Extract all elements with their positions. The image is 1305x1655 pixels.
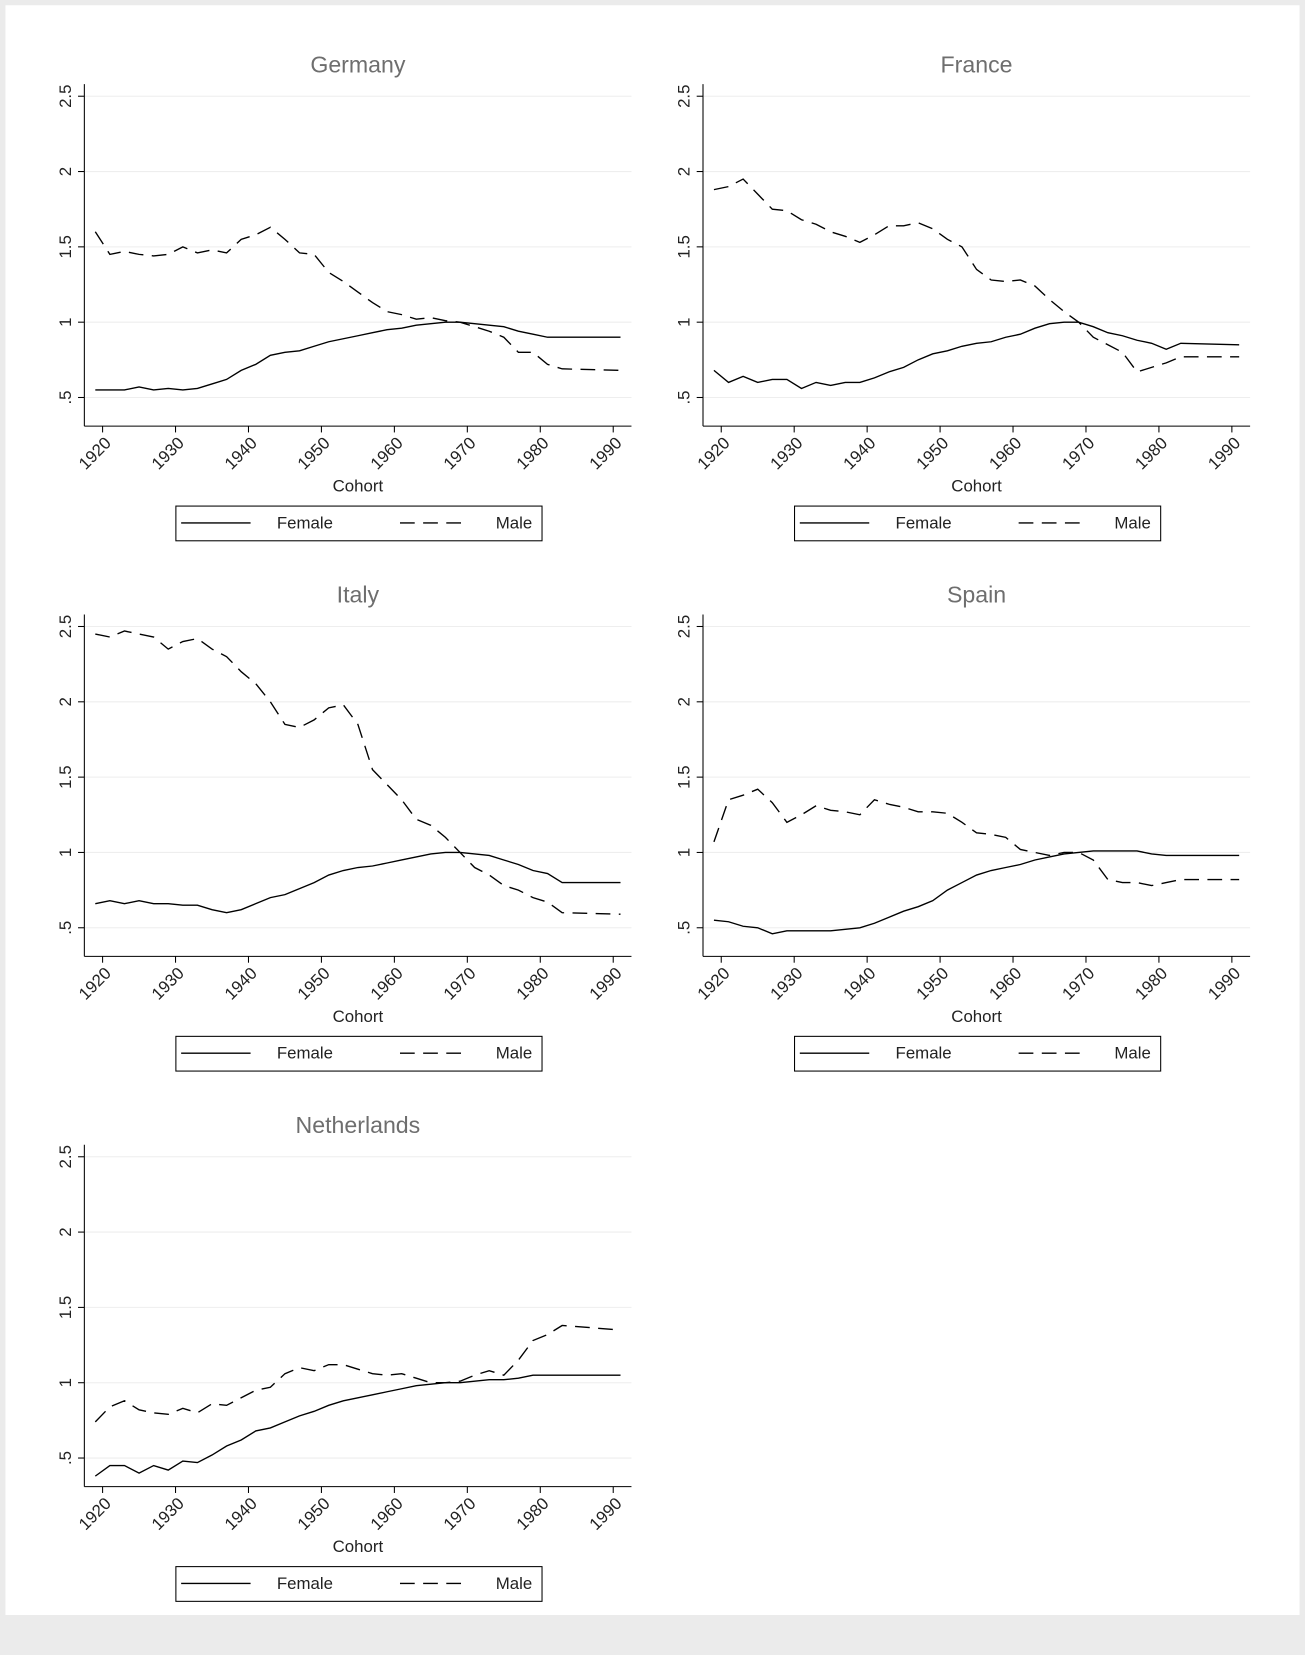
line-series [95,321,621,391]
legend-label: Female [277,513,333,532]
y-tick-label: 1.5 [56,1296,75,1319]
legend-label: Male [1114,513,1150,532]
legend-label: Female [277,1044,333,1063]
y-tick-label: 2 [56,1227,75,1236]
y-tick-label: 1 [56,848,75,857]
x-axis-label: Cohort [333,1537,384,1556]
y-tick-label: 2.5 [56,1145,75,1168]
line-series [713,788,1240,887]
plot-area [703,84,1251,427]
y-tick-label: 1 [675,848,694,857]
line-series [95,630,621,915]
y-tick-label: .5 [56,921,75,935]
y-tick-label: 1.5 [675,765,694,788]
y-tick-label: 2.5 [675,615,694,638]
legend-label: Female [277,1574,333,1593]
x-axis-label: Cohort [333,477,384,496]
legend-label: Male [1114,1044,1150,1063]
line-series [95,851,621,914]
x-axis-label: Cohort [333,1007,384,1026]
y-tick-label: 2 [675,697,694,706]
plot-area [703,614,1251,957]
chart-title: Germany [310,51,406,77]
line-series [94,1324,621,1423]
y-tick-label: 2.5 [56,85,75,108]
y-tick-label: 1 [56,1378,75,1387]
y-tick-label: 2.5 [56,615,75,638]
line-series [94,226,621,372]
legend-label: Female [896,513,952,532]
x-axis-label: Cohort [951,477,1002,496]
y-tick-label: 1 [56,317,75,326]
plot-area [84,614,632,957]
y-tick-label: 2 [56,697,75,706]
plot-area [84,84,632,427]
y-tick-label: .5 [56,390,75,404]
y-tick-label: 1.5 [56,765,75,788]
line-series [713,178,1240,373]
plot-area [84,1144,632,1487]
legend-label: Male [496,1044,532,1063]
line-series [713,321,1240,390]
chart-title: France [941,51,1013,77]
line-series [94,1374,621,1477]
x-axis-label: Cohort [951,1007,1002,1026]
y-tick-label: 1.5 [56,235,75,258]
chart-title: Italy [337,582,380,608]
y-tick-label: .5 [675,390,694,404]
y-tick-label: .5 [675,921,694,935]
y-tick-label: 1 [675,317,694,326]
y-tick-label: .5 [56,1451,75,1465]
line-series [713,850,1240,935]
legend-label: Female [896,1044,952,1063]
y-tick-label: 1.5 [675,235,694,258]
y-tick-label: 2 [675,167,694,176]
legend-label: Male [496,513,532,532]
y-tick-label: 2.5 [675,85,694,108]
legend-label: Male [496,1574,532,1593]
y-tick-label: 2 [56,167,75,176]
chart-title: Spain [947,582,1006,608]
chart-title: Netherlands [296,1112,421,1138]
